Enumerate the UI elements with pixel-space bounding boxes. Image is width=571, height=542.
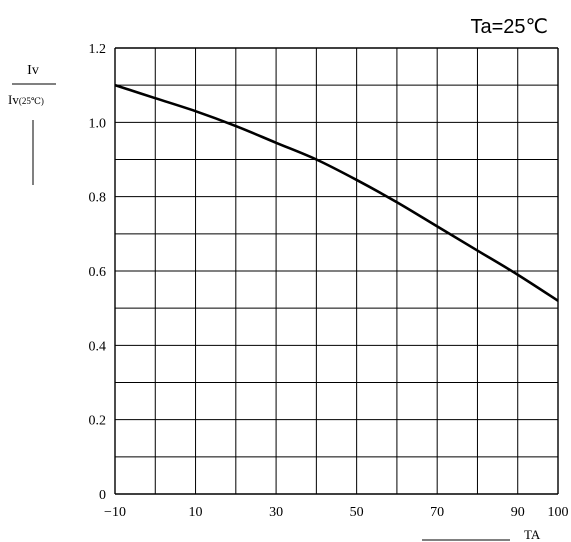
y-label-denominator: Iv(25℃) [8, 92, 44, 107]
y-tick-label: 0.6 [89, 265, 107, 280]
x-axis-label: TA [422, 527, 541, 542]
y-tick-label: 0.2 [89, 414, 107, 429]
series-line [114, 83, 559, 302]
x-tick-label: 10 [189, 505, 203, 520]
x-tick-label: 100 [548, 505, 569, 520]
y-tick-label: 0 [99, 488, 106, 503]
x-tick-label: 30 [269, 505, 283, 520]
y-label-denominator-main: Iv [8, 92, 19, 107]
chart-title: Ta=25℃ [470, 16, 548, 38]
y-label-numerator: Iv [27, 63, 39, 78]
x-tick-labels: −10 10 30 50 70 90 100 [104, 505, 568, 520]
x-tick-label: −10 [104, 505, 126, 520]
x-tick-label: 50 [350, 505, 364, 520]
y-tick-label: 1.0 [89, 116, 107, 131]
y-tick-label: 0.4 [89, 339, 107, 354]
x-tick-label: 90 [511, 505, 525, 520]
y-tick-labels: 0 0.2 0.4 0.6 0.8 1.0 1.2 [89, 42, 107, 503]
y-label-denominator-sub: (25℃) [19, 96, 44, 106]
x-label-text: TA [524, 527, 541, 542]
y-tick-label: 1.2 [89, 42, 107, 57]
x-tick-label: 70 [430, 505, 444, 520]
series-layer [114, 83, 559, 302]
grid [114, 47, 559, 495]
y-tick-label: 0.8 [89, 191, 107, 206]
y-axis-label: Iv Iv(25℃) [8, 63, 56, 185]
